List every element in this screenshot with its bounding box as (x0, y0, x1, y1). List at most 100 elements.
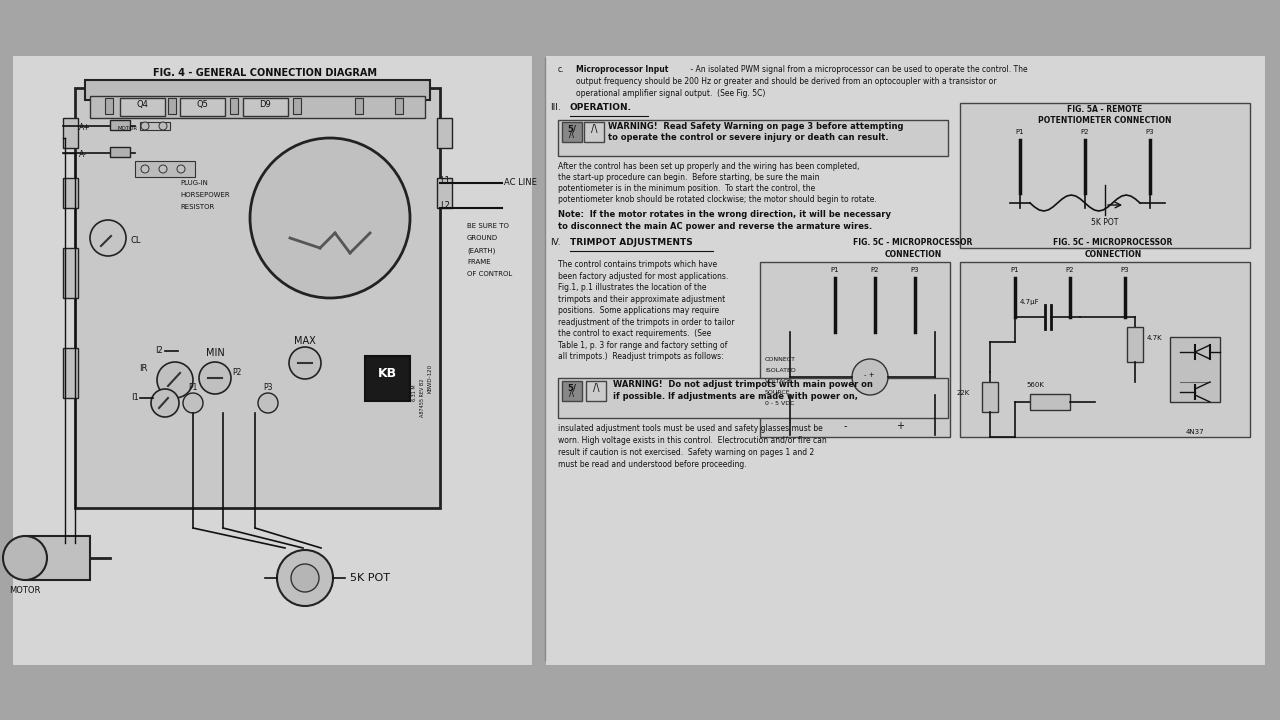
Text: (EARTH): (EARTH) (467, 247, 495, 253)
Text: /\: /\ (591, 124, 598, 134)
Text: P3: P3 (910, 267, 919, 273)
Text: P3: P3 (1146, 129, 1155, 135)
Text: 5K POT: 5K POT (1092, 218, 1119, 227)
Text: Fig.1, p.1 illustrates the location of the: Fig.1, p.1 illustrates the location of t… (558, 283, 707, 292)
Text: POTENTIOMETER CONNECTION: POTENTIOMETER CONNECTION (1038, 116, 1171, 125)
Text: VOLTAGE: VOLTAGE (765, 379, 794, 384)
Bar (63, 248, 78, 298)
Text: WARNING!  Do not adjust trimpots with main power on: WARNING! Do not adjust trimpots with mai… (613, 380, 873, 389)
Circle shape (157, 362, 193, 398)
Text: KB: KB (378, 367, 397, 380)
Text: /\: /\ (593, 383, 599, 393)
Text: CONNECTION: CONNECTION (884, 250, 942, 259)
Circle shape (90, 220, 125, 256)
Bar (120, 98, 165, 116)
Bar (12, 55, 532, 665)
Text: - An isolated PWM signal from a microprocessor can be used to operate the contro: - An isolated PWM signal from a micropro… (689, 65, 1028, 74)
Circle shape (151, 389, 179, 417)
Text: P2: P2 (1066, 267, 1074, 273)
Bar (84, 80, 430, 100)
Bar (960, 103, 1251, 248)
Text: insulated adjustment tools must be used and safety glasses must be: insulated adjustment tools must be used … (558, 424, 823, 433)
Text: 5/: 5/ (567, 124, 576, 133)
Text: readjustment of the trimpots in order to tailor: readjustment of the trimpots in order to… (558, 318, 735, 326)
Text: I2: I2 (155, 346, 163, 355)
Bar (134, 161, 195, 177)
Text: HORSEPOWER: HORSEPOWER (180, 192, 229, 198)
Text: ISOLATED: ISOLATED (765, 368, 796, 373)
Text: 5K POT: 5K POT (349, 573, 390, 583)
Text: P2: P2 (870, 267, 879, 273)
Circle shape (159, 165, 166, 173)
Bar (586, 381, 605, 401)
Text: if possible. If adjustments are made with power on,: if possible. If adjustments are made wit… (613, 392, 858, 401)
Text: P1: P1 (1011, 267, 1019, 273)
Circle shape (183, 393, 204, 413)
Text: 4.7K: 4.7K (1147, 335, 1162, 341)
Bar (63, 118, 78, 148)
Text: D9: D9 (259, 100, 271, 109)
Text: CONNECT: CONNECT (765, 357, 796, 362)
Bar (960, 262, 1251, 437)
Text: 4.7μF: 4.7μF (1020, 299, 1039, 305)
Bar (562, 381, 582, 401)
Text: L2: L2 (440, 201, 449, 210)
Text: been factory adjusted for most applications.: been factory adjusted for most applicati… (558, 271, 728, 281)
Bar (558, 378, 948, 418)
Text: +: + (896, 421, 904, 431)
Text: 560K: 560K (1027, 382, 1044, 388)
Text: FIG. 5A - REMOTE: FIG. 5A - REMOTE (1068, 105, 1143, 114)
Bar (230, 98, 238, 114)
Bar (140, 122, 170, 130)
Text: MOTOR: MOTOR (9, 586, 41, 595)
Text: output frequency should be 200 Hz or greater and should be derived from an optoc: output frequency should be 200 Hz or gre… (576, 77, 997, 86)
Text: - +: - + (864, 372, 874, 378)
Bar (180, 98, 225, 116)
Bar (63, 348, 78, 398)
Text: /\: /\ (570, 391, 575, 397)
Bar (436, 178, 452, 208)
Text: IV.: IV. (550, 238, 561, 247)
Text: result if caution is not exercised.  Safety warning on pages 1 and 2: result if caution is not exercised. Safe… (558, 448, 814, 457)
Circle shape (177, 165, 186, 173)
Text: positions.  Some applications may require: positions. Some applications may require (558, 306, 719, 315)
Text: P1: P1 (188, 383, 197, 392)
Text: -: - (844, 421, 847, 431)
Text: 0 - 5 VDC: 0 - 5 VDC (765, 401, 795, 406)
Text: OPERATION.: OPERATION. (570, 103, 632, 112)
Text: A87455 REV B2: A87455 REV B2 (420, 379, 425, 417)
Bar (982, 382, 998, 412)
Text: MAX: MAX (294, 336, 316, 346)
Text: IR: IR (138, 364, 147, 373)
Text: worn. High voltage exists in this control.  Electrocution and/or fire can: worn. High voltage exists in this contro… (558, 436, 827, 445)
Text: CL: CL (131, 236, 141, 245)
Text: TRIMPOT ADJUSTMENTS: TRIMPOT ADJUSTMENTS (570, 238, 692, 247)
Text: OF CONTROL: OF CONTROL (467, 271, 512, 277)
Text: CONNECTION: CONNECTION (1084, 250, 1142, 259)
Text: GROUND: GROUND (467, 235, 498, 241)
Text: Q4: Q4 (136, 100, 148, 109)
Text: to operate the control or severe injury or death can result.: to operate the control or severe injury … (608, 133, 888, 142)
Text: P2: P2 (232, 368, 242, 377)
Text: A+: A+ (79, 123, 91, 132)
Text: Microprocessor Input: Microprocessor Input (576, 65, 668, 74)
Text: FRAME: FRAME (467, 259, 490, 265)
Text: potentiometer is in the minimum position.  To start the control, the: potentiometer is in the minimum position… (558, 184, 815, 193)
Text: P1: P1 (1016, 129, 1024, 135)
Text: P3: P3 (1121, 267, 1129, 273)
Text: L1: L1 (440, 176, 449, 185)
Text: The control contains trimpots which have: The control contains trimpots which have (558, 260, 717, 269)
Bar (355, 98, 364, 114)
Text: RESISTOR: RESISTOR (180, 204, 214, 210)
Bar (63, 178, 78, 208)
Text: trimpots and their approximate adjustment: trimpots and their approximate adjustmen… (558, 294, 726, 304)
Bar (1030, 394, 1070, 410)
Bar (76, 88, 440, 508)
Text: PLUG-IN: PLUG-IN (180, 180, 207, 186)
Text: 5/: 5/ (567, 383, 576, 392)
Text: MOTOR: MOTOR (116, 126, 137, 131)
Bar (396, 98, 403, 114)
Circle shape (259, 393, 278, 413)
Circle shape (3, 536, 47, 580)
Text: A-: A- (79, 150, 87, 159)
